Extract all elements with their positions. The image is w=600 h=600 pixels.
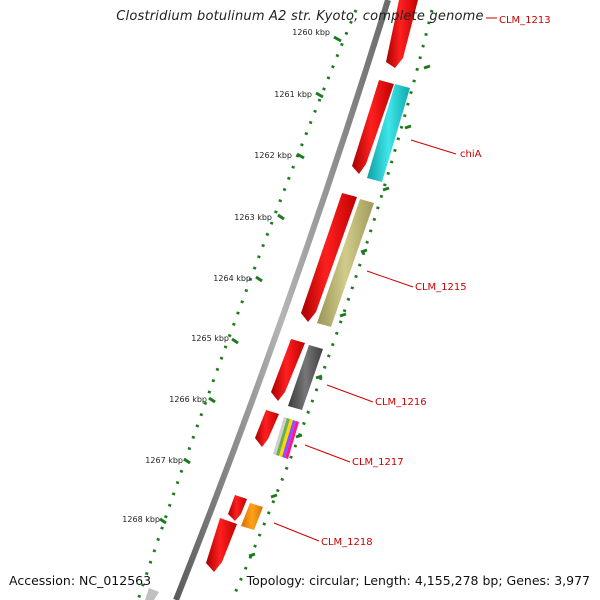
accession-text: Accession: NC_012563 <box>9 573 152 588</box>
scale-label-1266: 1266 kbp <box>169 395 207 404</box>
gene-red-3 <box>301 193 357 322</box>
genome-summary: Topology: circular; Length: 4,155,278 bp… <box>246 573 590 588</box>
scale-label-1264: 1264 kbp <box>213 274 251 283</box>
feature-clm-1217-b <box>276 418 290 456</box>
leader-lines <box>273 17 497 542</box>
scale-label-1260: 1260 kbp <box>292 28 330 37</box>
feature-grey-bottom <box>145 588 159 600</box>
feature-clm-1217-e <box>285 421 299 459</box>
scale-label-1262: 1262 kbp <box>254 151 292 160</box>
map-title: Clostridium botulinum A2 str. Kyoto, com… <box>116 9 484 24</box>
gene-red-4 <box>271 339 305 401</box>
gene-red-5 <box>255 410 279 447</box>
genome-backbone <box>173 0 391 600</box>
scale-label-1267: 1267 kbp <box>145 456 183 465</box>
feature-clm-1217-c <box>279 419 293 457</box>
gene-label-clm-1218: CLM_1218 <box>321 537 373 548</box>
scale-label-1265: 1265 kbp <box>191 334 229 343</box>
gene-label-clm-1215: CLM_1215 <box>415 282 467 293</box>
gene-red-2 <box>352 80 394 174</box>
feature-clm-1216 <box>288 345 323 410</box>
gene-red-6 <box>228 495 247 521</box>
feature-clm-1217-d <box>282 420 296 458</box>
forward-genes <box>206 0 418 572</box>
scale-label-1263: 1263 kbp <box>234 213 272 222</box>
gene-red-7 <box>206 518 237 572</box>
major-ticks <box>159 35 431 558</box>
feature-clm-1215 <box>317 199 374 327</box>
gene-red-1 <box>386 0 418 68</box>
gene-labels: CLM_1213 chiA CLM_1215 CLM_1216 CLM_1217… <box>321 15 551 548</box>
gene-label-clm-1216: CLM_1216 <box>375 397 427 408</box>
scale-label-1268: 1268 kbp <box>122 515 160 524</box>
gene-label-clm-1217: CLM_1217 <box>352 457 404 468</box>
scale-labels: 1260 kbp 1261 kbp 1262 kbp 1263 kbp 1264… <box>122 28 330 524</box>
gene-label-clm-1213: CLM_1213 <box>499 15 551 26</box>
feature-clm-1217-a <box>273 417 287 455</box>
scale-label-1261: 1261 kbp <box>274 90 312 99</box>
gene-label-chia: chiA <box>460 149 482 160</box>
feature-chia <box>367 84 410 182</box>
feature-clm-1218 <box>241 503 263 530</box>
outer-dotted-ring <box>230 9 434 600</box>
feature-blocks <box>145 84 410 600</box>
inner-dotted-ring <box>136 9 358 600</box>
